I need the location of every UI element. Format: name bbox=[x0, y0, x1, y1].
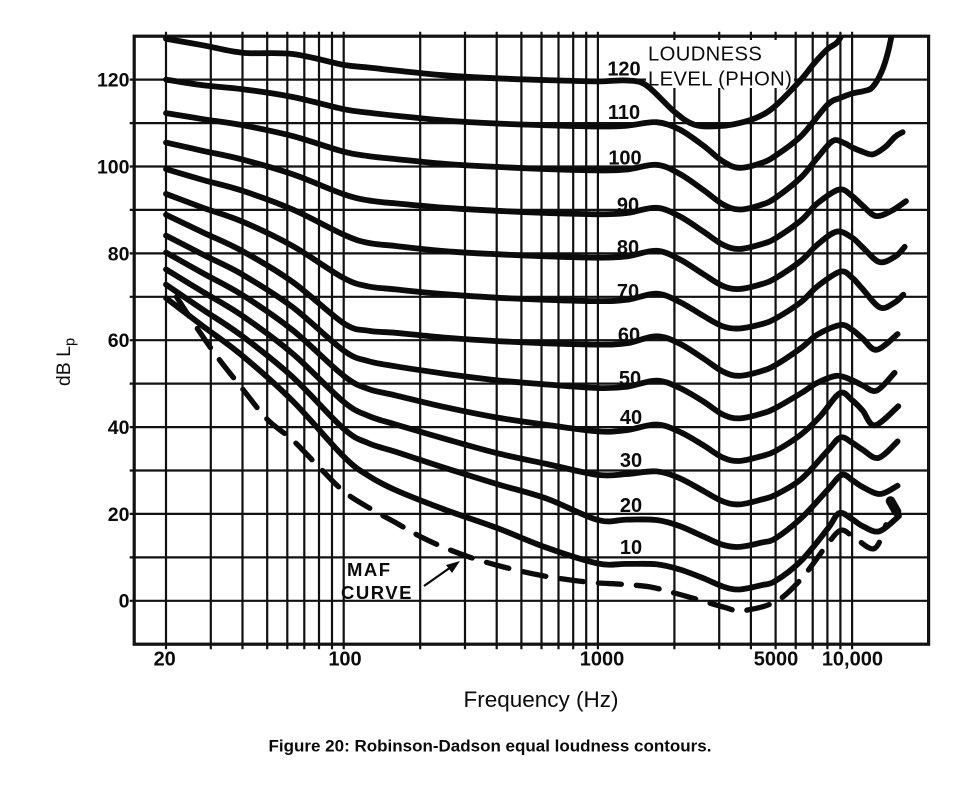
svg-text:dB Lp: dB Lp bbox=[53, 338, 79, 386]
svg-text:20: 20 bbox=[620, 495, 642, 517]
svg-text:20: 20 bbox=[108, 504, 130, 526]
svg-text:90: 90 bbox=[617, 195, 639, 217]
svg-text:1000: 1000 bbox=[580, 649, 625, 671]
svg-text:120: 120 bbox=[97, 70, 130, 92]
svg-text:60: 60 bbox=[618, 325, 640, 347]
svg-text:100: 100 bbox=[328, 649, 361, 671]
svg-text:80: 80 bbox=[617, 237, 639, 259]
svg-text:80: 80 bbox=[108, 243, 130, 265]
svg-text:120: 120 bbox=[607, 59, 640, 81]
svg-text:10,000: 10,000 bbox=[822, 649, 883, 671]
svg-text:5000: 5000 bbox=[754, 649, 799, 671]
svg-text:Frequency (Hz): Frequency (Hz) bbox=[463, 687, 618, 712]
svg-text:110: 110 bbox=[608, 102, 640, 124]
svg-text:60: 60 bbox=[108, 330, 130, 352]
svg-text:20: 20 bbox=[154, 649, 176, 671]
svg-text:50: 50 bbox=[619, 368, 641, 390]
svg-text:100: 100 bbox=[97, 156, 130, 178]
svg-text:LEVEL (PHON): LEVEL (PHON) bbox=[648, 69, 792, 91]
svg-text:70: 70 bbox=[617, 281, 639, 303]
svg-text:MAF: MAF bbox=[347, 559, 392, 580]
svg-text:100: 100 bbox=[608, 148, 641, 170]
svg-text:10: 10 bbox=[620, 537, 642, 559]
svg-text:LOUDNESS: LOUDNESS bbox=[648, 44, 762, 66]
svg-text:0: 0 bbox=[119, 591, 130, 613]
svg-text:40: 40 bbox=[108, 417, 130, 439]
svg-text:CURVE: CURVE bbox=[341, 582, 413, 603]
svg-text:30: 30 bbox=[620, 450, 642, 472]
svg-text:Figure 20: Robinson-Dadson equ: Figure 20: Robinson-Dadson equal loudnes… bbox=[269, 737, 712, 756]
svg-text:40: 40 bbox=[620, 407, 642, 429]
